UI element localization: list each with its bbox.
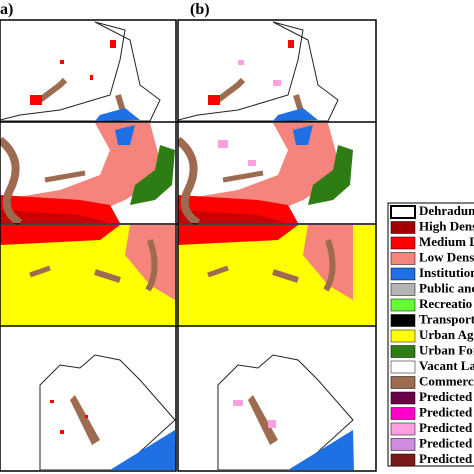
- legend-swatch: [390, 345, 416, 358]
- legend-swatch: [390, 438, 416, 451]
- legend-swatch: [390, 407, 416, 420]
- map-panel-b: [178, 20, 376, 470]
- legend-swatch: [390, 221, 416, 234]
- legend-label: Urban Ag: [419, 327, 474, 342]
- legend-swatch: [390, 422, 416, 436]
- map-speckles-a: [50, 60, 93, 434]
- legend-label: Low Dens: [419, 249, 474, 264]
- legend-label: Predicted: [419, 389, 473, 404]
- legend-label: High Dens: [419, 218, 474, 233]
- legend-label: Predicted: [419, 435, 473, 450]
- legend-label: Urban For: [419, 342, 474, 357]
- legend-label: Dehradun: [419, 203, 474, 218]
- legend-label: Predicted: [419, 451, 473, 466]
- legend-swatch: [390, 391, 416, 405]
- legend-swatch: [390, 205, 416, 219]
- legend-swatch: [390, 329, 416, 343]
- legend-label: Predicted: [419, 420, 473, 435]
- legend-swatch: [390, 267, 416, 281]
- legend-label: Vacant La: [419, 358, 474, 373]
- map-speckles-b: [218, 60, 281, 428]
- legend-label: Recreatio: [419, 296, 472, 311]
- map-panel-a: [0, 20, 198, 470]
- legend-label: Transport: [419, 311, 474, 326]
- legend-label: Commerc: [419, 373, 474, 388]
- legend-swatch: [390, 360, 416, 374]
- legend-label: Medium D: [419, 234, 474, 249]
- legend-swatch: [390, 314, 416, 327]
- legend-swatch: [390, 453, 416, 467]
- legend-swatch: [390, 298, 416, 312]
- legend-label: Public and: [419, 280, 474, 295]
- panel-label: (b): [190, 1, 210, 18]
- legend-swatch: [390, 283, 416, 296]
- legend-label: Institution: [419, 265, 474, 280]
- panel-frames: [0, 19, 377, 472]
- legend-swatch: [390, 252, 416, 265]
- legend-label: Predicted: [419, 404, 473, 419]
- panel-label: a): [0, 1, 13, 18]
- legend-swatch: [390, 376, 416, 389]
- legend-swatch: [390, 236, 416, 250]
